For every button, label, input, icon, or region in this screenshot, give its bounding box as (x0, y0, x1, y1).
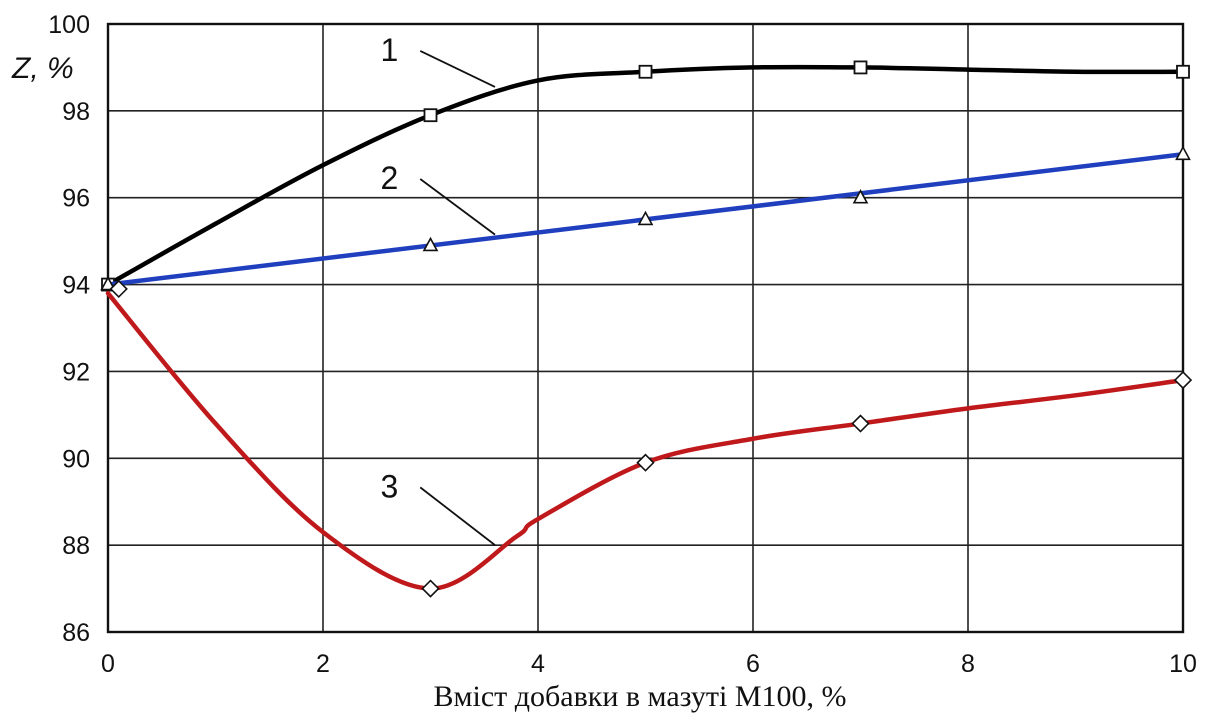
series-3-marker (851, 414, 870, 433)
curve-label-2: 2 (380, 160, 496, 236)
x-tick-label: 4 (531, 650, 545, 678)
series-2-marker (422, 236, 439, 252)
curve-annotations: 1 2 3 (380, 32, 496, 546)
x-tick-label: 0 (101, 650, 115, 678)
leader-line (419, 178, 496, 236)
plot-frame (106, 22, 1185, 634)
series-3-marker (421, 579, 440, 598)
x-tick-label: 6 (746, 650, 760, 678)
series-2-marker (100, 275, 116, 291)
series-2-marker (852, 189, 869, 204)
curve-label-1: 1 (380, 32, 496, 88)
series-3-line (105, 291, 1186, 591)
x-tick-label: 10 (1169, 650, 1197, 678)
x-tick-label: 8 (961, 650, 975, 678)
series-2-marker (637, 210, 654, 226)
y-axis-title: Z, % (11, 52, 74, 85)
y-tick-label: 98 (62, 98, 90, 126)
curve-number-label: 3 (380, 468, 398, 504)
y-tick-label: 100 (48, 11, 90, 39)
y-tick-label: 90 (62, 445, 90, 473)
series-3 (105, 279, 1193, 598)
curve-number-label: 2 (380, 160, 398, 196)
y-tick-label: 86 (62, 619, 90, 647)
y-tick-label: 96 (62, 185, 90, 213)
y-tick-label: 88 (62, 532, 90, 560)
y-tick-label: 94 (62, 272, 90, 300)
grid (107, 23, 1184, 633)
series-3-marker (636, 453, 655, 472)
series-2 (100, 145, 1191, 291)
series-2-marker (1175, 145, 1191, 161)
series-1-marker (1176, 64, 1190, 79)
x-axis-title: Вміст добавки в мазуті М100, % (434, 680, 847, 713)
series-group (100, 60, 1193, 598)
x-tick-label: 2 (316, 650, 330, 678)
series-1-marker (423, 108, 438, 123)
curve-number-label: 1 (380, 32, 398, 68)
y-tick-label: 92 (62, 358, 90, 386)
axes (106, 22, 1185, 634)
series-3-marker (109, 279, 128, 299)
tick-labels: 0 2 4 6 8 10 86 88 90 92 94 96 98 100 (48, 11, 1197, 678)
leader-line (419, 50, 496, 88)
series-3-marker (1173, 370, 1193, 390)
series-1-marker (638, 64, 653, 79)
leader-line (419, 486, 496, 546)
series-1-marker (853, 60, 868, 75)
curve-label-3: 3 (380, 468, 496, 546)
series-1 (101, 60, 1190, 292)
